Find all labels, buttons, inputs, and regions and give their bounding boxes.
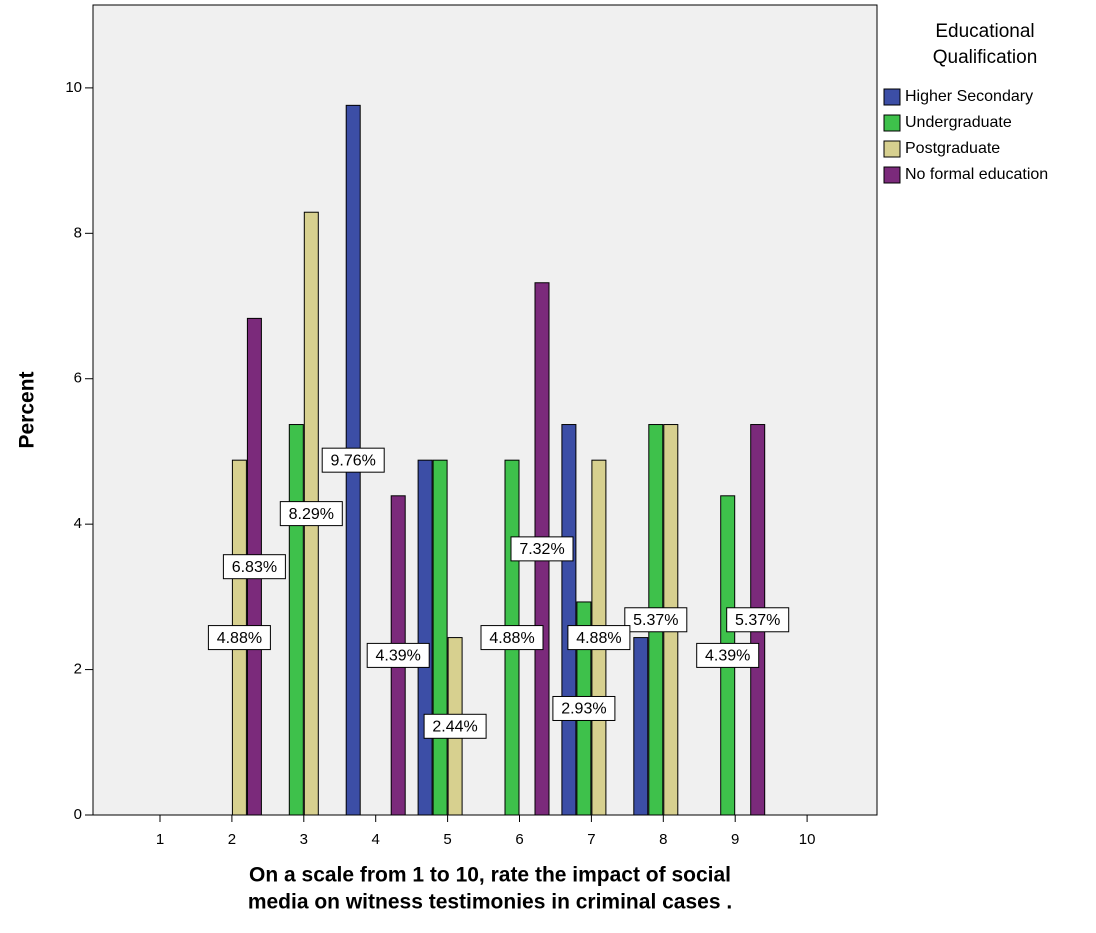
legend-swatch <box>883 114 901 132</box>
value-label-box <box>321 447 385 473</box>
x-tick-label: 1 <box>156 831 164 848</box>
x-tick-label: 8 <box>659 831 667 848</box>
legend-label: Postgraduate <box>905 140 1000 157</box>
value-label: 4.39% <box>705 648 750 665</box>
x-tick-label: 6 <box>515 831 523 848</box>
y-axis-title: Percent <box>16 371 39 448</box>
value-label: 8.29% <box>289 506 334 523</box>
value-label-box <box>480 625 544 651</box>
value-label-box <box>696 642 760 668</box>
bar <box>432 459 448 816</box>
x-axis-title: media on witness testimonies in criminal… <box>248 891 732 914</box>
y-tick-label: 10 <box>65 79 82 96</box>
x-tick-label: 2 <box>228 831 236 848</box>
value-label: 7.32% <box>519 541 564 558</box>
bar <box>288 424 304 816</box>
value-label: 2.44% <box>432 719 477 736</box>
x-tick-label: 7 <box>587 831 595 848</box>
value-label-box <box>279 501 343 527</box>
legend-label: No formal education <box>905 166 1048 183</box>
y-tick-label: 6 <box>74 370 82 387</box>
value-label: 4.88% <box>217 630 262 647</box>
legend-swatch <box>883 166 901 184</box>
plot-area <box>92 4 878 816</box>
value-label-box <box>567 625 631 651</box>
value-label: 4.39% <box>376 648 421 665</box>
value-label: 5.37% <box>735 612 780 629</box>
x-tick-label: 4 <box>372 831 380 848</box>
value-label-box <box>510 536 574 562</box>
legend-swatch <box>883 140 901 158</box>
legend-label: Undergraduate <box>905 114 1012 131</box>
x-tick-label: 5 <box>443 831 451 848</box>
value-label-box <box>366 642 430 668</box>
legend-title: Educational <box>935 21 1034 42</box>
value-label-box <box>207 625 271 651</box>
bar <box>633 637 649 816</box>
value-label: 9.76% <box>331 452 376 469</box>
value-label-box <box>423 713 487 739</box>
value-label-box <box>726 607 790 633</box>
y-tick-label: 0 <box>74 806 82 823</box>
value-label-box <box>222 554 286 580</box>
x-tick-label: 9 <box>731 831 739 848</box>
y-tick-label: 2 <box>74 661 82 678</box>
value-label-box <box>624 607 688 633</box>
x-tick-label: 3 <box>300 831 308 848</box>
y-tick-label: 8 <box>74 224 82 241</box>
value-label-box <box>552 695 616 721</box>
legend-title: Qualification <box>933 47 1038 68</box>
y-tick-label: 4 <box>74 515 82 532</box>
x-tick-label: 10 <box>799 831 816 848</box>
x-axis-title: On a scale from 1 to 10, rate the impact… <box>249 864 731 887</box>
value-label: 4.88% <box>576 630 621 647</box>
value-label: 6.83% <box>232 559 277 576</box>
legend-label: Higher Secondary <box>905 88 1033 105</box>
value-label: 2.93% <box>561 701 606 718</box>
legend-swatch <box>883 88 901 106</box>
value-label: 4.88% <box>489 630 534 647</box>
bar <box>417 459 433 816</box>
bar <box>561 424 577 816</box>
value-label: 5.37% <box>633 612 678 629</box>
